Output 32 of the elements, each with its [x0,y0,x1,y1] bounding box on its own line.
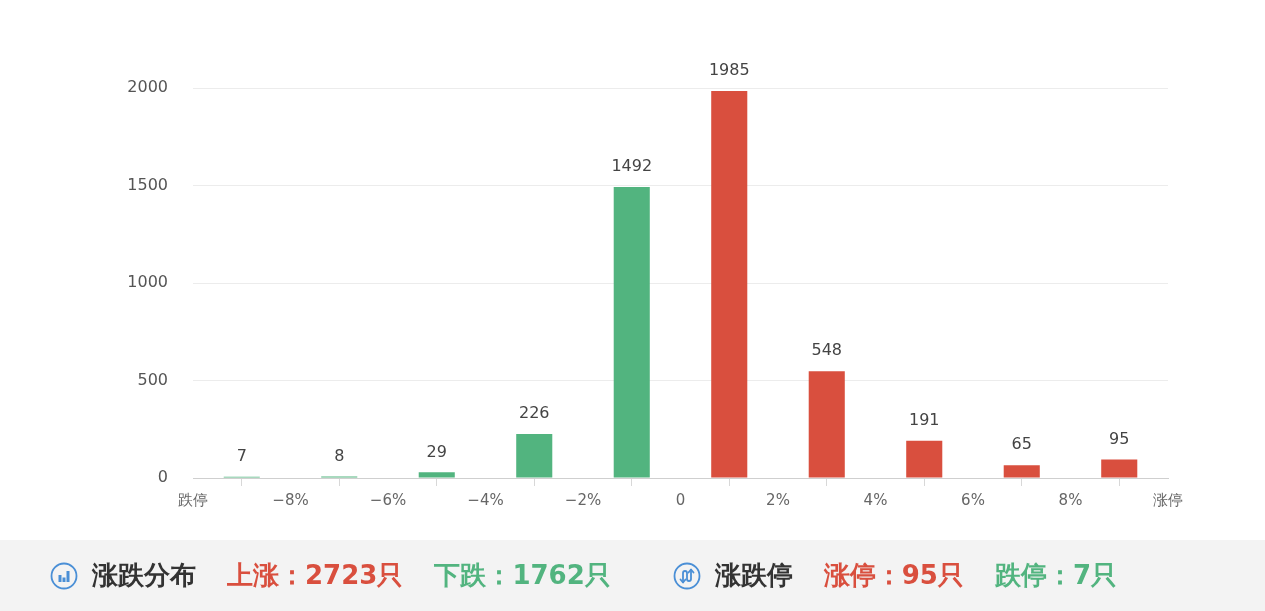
x-tick-label: −4% [467,490,504,509]
data-label: 8 [334,445,345,465]
x-tick-label: −2% [564,490,602,509]
x-tick-label: 0 [675,490,686,509]
x-tick-label: 涨停 [1153,490,1183,509]
text: 涨跌停 [714,559,793,592]
text: 涨跌分布 [92,559,196,592]
x-tick-label: 8% [1058,490,1083,509]
data-label: 191 [908,409,940,429]
text: 跌停：7只 [994,559,1118,592]
x-tick-label: 2% [766,490,790,509]
data-label: 226 [518,403,550,423]
data-label: 548 [811,340,843,360]
data-label: 7 [236,445,247,465]
data-label: 65 [1011,434,1032,454]
data-label: 1492 [611,156,653,176]
x-tick-label: 6% [961,490,985,509]
data-label: 29 [426,441,447,461]
x-tick-label: −6% [369,490,407,509]
x-tick-label: −8% [272,490,309,509]
y-tick-label: 1500 [127,174,168,194]
data-label: 1985 [708,60,750,80]
x-tick-label: 跌停 [178,490,208,509]
y-tick-label: 2000 [127,77,168,97]
text: 上涨：2723只 [227,559,404,592]
y-tick-label: 0 [157,467,168,487]
x-tick-label: 4% [863,490,888,509]
text: 涨停：95只 [823,559,964,592]
text: 下跌：1762只 [434,559,611,592]
y-tick-label: 500 [137,369,168,389]
y-tick-label: 1000 [127,272,168,292]
data-label: 95 [1109,428,1130,448]
